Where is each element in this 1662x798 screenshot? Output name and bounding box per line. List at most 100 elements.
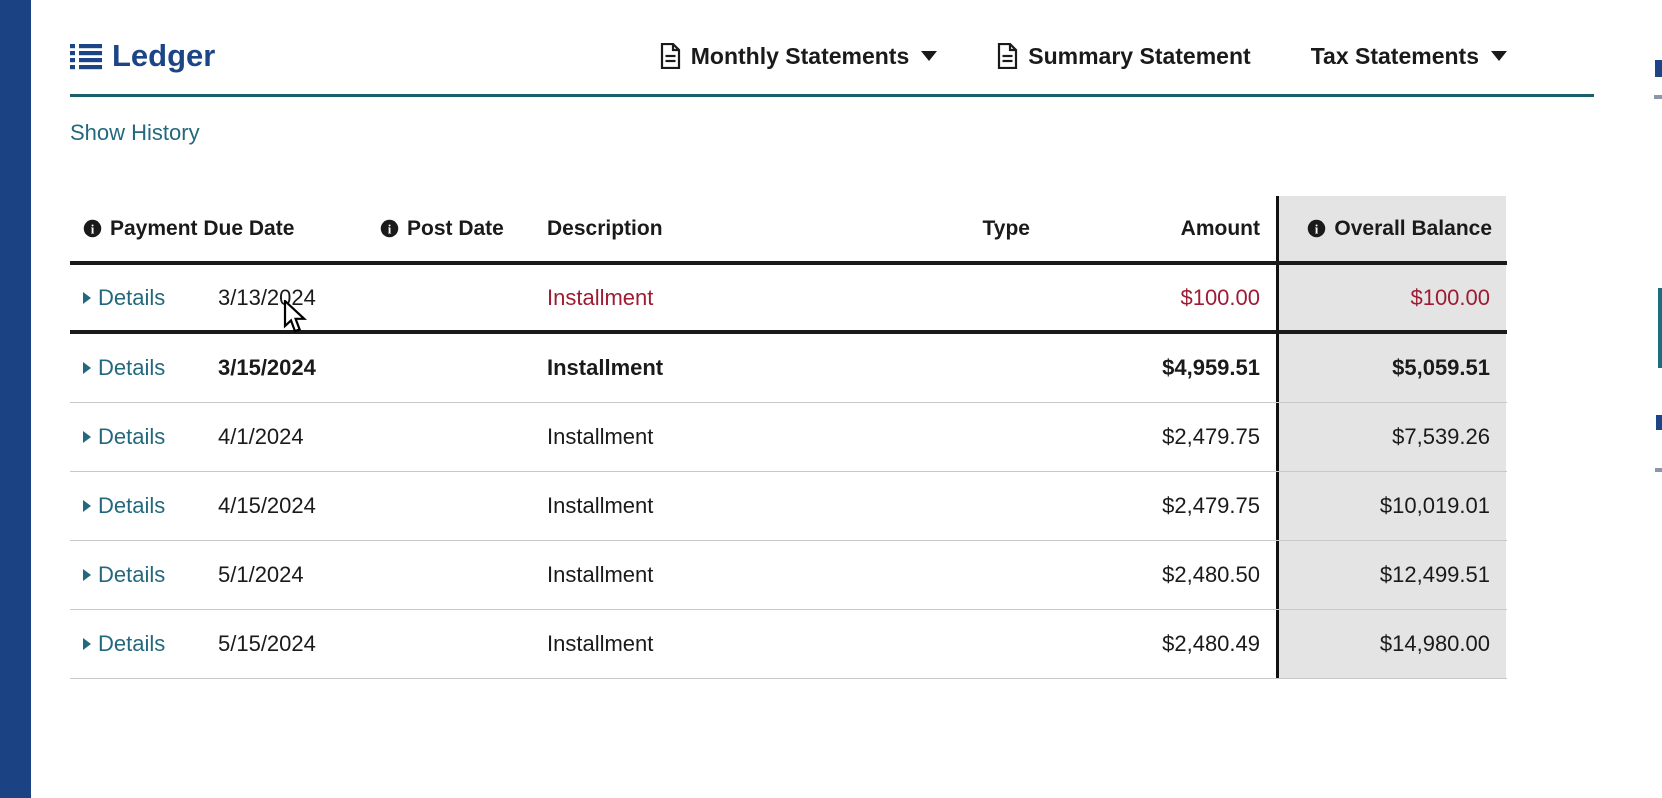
table-row: Details 3/13/2024 Installment $100.00 $1… xyxy=(70,265,1507,334)
header-divider xyxy=(70,94,1594,97)
details-link[interactable]: Details xyxy=(83,355,165,381)
column-header-label: Description xyxy=(547,216,663,240)
svg-text:i: i xyxy=(1315,222,1319,236)
amount-cell: $2,479.75 xyxy=(1162,493,1260,518)
nav-item-label: Tax Statements xyxy=(1310,42,1479,69)
nav-summary-statement[interactable]: Summary Statement xyxy=(997,42,1251,70)
details-link-label: Details xyxy=(98,355,166,380)
details-link-label: Details xyxy=(98,493,166,518)
chevron-right-icon xyxy=(83,569,91,581)
payment-due-date-cell: 5/15/2024 xyxy=(218,631,316,656)
details-link-label: Details xyxy=(98,424,166,449)
details-link-label: Details xyxy=(98,631,166,656)
details-link[interactable]: Details xyxy=(83,562,165,588)
payment-due-date-cell: 3/15/2024 xyxy=(218,355,316,380)
ledger-list-icon xyxy=(70,43,102,70)
amount-cell: $100.00 xyxy=(1180,284,1260,310)
document-icon xyxy=(660,43,681,69)
payment-due-date-cell: 5/1/2024 xyxy=(218,562,304,587)
post-date-cell xyxy=(380,403,530,471)
payment-due-date-cell: 3/13/2024 xyxy=(218,284,316,310)
post-date-cell xyxy=(380,334,530,402)
nav-tax-statements[interactable]: Tax Statements xyxy=(1311,43,1507,70)
overall-balance-cell: $7,539.26 xyxy=(1276,403,1506,471)
chevron-right-icon xyxy=(83,291,91,304)
post-date-cell xyxy=(380,472,530,540)
type-cell xyxy=(830,265,1040,330)
amount-cell: $2,480.50 xyxy=(1162,562,1260,587)
details-link[interactable]: Details xyxy=(83,285,165,311)
details-cell: Details xyxy=(70,610,210,678)
column-header-overall-balance: i Overall Balance xyxy=(1276,196,1506,261)
column-header-label: Payment Due Date xyxy=(110,216,295,240)
post-date-cell xyxy=(380,541,530,609)
page-header: Ledger Monthly Statements xyxy=(70,28,1507,84)
details-link-label: Details xyxy=(98,284,166,310)
show-history-link[interactable]: Show History xyxy=(70,120,200,145)
amount-cell: $2,480.49 xyxy=(1162,631,1260,656)
column-header-label: Type xyxy=(982,216,1030,240)
details-link[interactable]: Details xyxy=(83,424,165,450)
details-link-label: Details xyxy=(98,562,166,587)
overall-balance-cell: $10,019.01 xyxy=(1276,472,1506,540)
chevron-right-icon xyxy=(83,431,91,443)
payment-due-date-cell: 4/1/2024 xyxy=(218,424,304,449)
column-header-label: Post Date xyxy=(407,216,504,240)
nav-item-label: Summary Statement xyxy=(1028,42,1251,69)
info-icon[interactable]: i xyxy=(380,219,399,238)
table-row: Details 4/1/2024 Installment $2,479.75 $… xyxy=(70,403,1507,472)
details-cell: Details xyxy=(70,334,210,402)
column-header-payment-due-date: i Payment Due Date xyxy=(70,196,380,261)
amount-cell: $2,479.75 xyxy=(1162,424,1260,449)
nav-monthly-statements[interactable]: Monthly Statements xyxy=(660,43,938,70)
chevron-down-icon xyxy=(921,51,938,61)
overall-balance-cell: $14,980.00 xyxy=(1276,610,1506,678)
column-header-post-date: i Post Date xyxy=(380,196,530,261)
overall-balance-cell: $100.00 xyxy=(1276,265,1506,330)
details-cell: Details xyxy=(70,265,210,330)
info-icon[interactable]: i xyxy=(1307,219,1326,238)
chevron-right-icon xyxy=(83,500,91,512)
left-nav-rail xyxy=(0,0,31,798)
amount-cell: $4,959.51 xyxy=(1162,355,1260,380)
overall-balance-cell: $12,499.51 xyxy=(1276,541,1506,609)
column-header-description: Description xyxy=(530,196,830,261)
type-cell xyxy=(830,403,1040,471)
details-link[interactable]: Details xyxy=(83,631,165,657)
table-row: Details 4/15/2024 Installment $2,479.75 … xyxy=(70,472,1507,541)
type-cell xyxy=(830,472,1040,540)
details-link[interactable]: Details xyxy=(83,493,165,519)
type-cell xyxy=(830,610,1040,678)
description-cell: Installment xyxy=(547,631,654,656)
info-icon[interactable]: i xyxy=(83,219,102,238)
type-cell xyxy=(830,334,1040,402)
details-cell: Details xyxy=(70,403,210,471)
chevron-right-icon xyxy=(83,638,91,650)
description-cell: Installment xyxy=(547,493,654,518)
table-body: Details 3/13/2024 Installment $100.00 $1… xyxy=(70,265,1507,679)
description-cell: Installment xyxy=(547,284,654,310)
svg-text:i: i xyxy=(388,222,392,236)
chevron-down-icon xyxy=(1491,51,1507,61)
description-cell: Installment xyxy=(547,424,654,449)
document-icon xyxy=(997,43,1018,69)
overall-balance-cell: $5,059.51 xyxy=(1276,334,1506,402)
clipped-content-fragment xyxy=(1654,95,1662,99)
table-row: Details 5/1/2024 Installment $2,480.50 $… xyxy=(70,541,1507,610)
table-header-row: i Payment Due Date i Post Date Descripti… xyxy=(70,196,1507,265)
description-cell: Installment xyxy=(547,355,664,380)
clipped-content-fragment xyxy=(1656,415,1662,430)
details-cell: Details xyxy=(70,472,210,540)
column-header-label: Amount xyxy=(1180,216,1260,240)
column-header-amount: Amount xyxy=(1040,196,1276,261)
column-header-type: Type xyxy=(830,196,1040,261)
page-title-label: Ledger xyxy=(112,38,216,73)
table-row: Details 3/15/2024 Installment $4,959.51 … xyxy=(70,334,1507,403)
page-title: Ledger xyxy=(70,38,215,74)
nav-item-label: Monthly Statements xyxy=(690,42,910,69)
post-date-cell xyxy=(380,610,530,678)
chevron-right-icon xyxy=(83,362,91,374)
statements-nav: Monthly Statements Summary Statement Tax… xyxy=(660,43,1507,70)
post-date-cell xyxy=(380,265,530,330)
type-cell xyxy=(830,541,1040,609)
